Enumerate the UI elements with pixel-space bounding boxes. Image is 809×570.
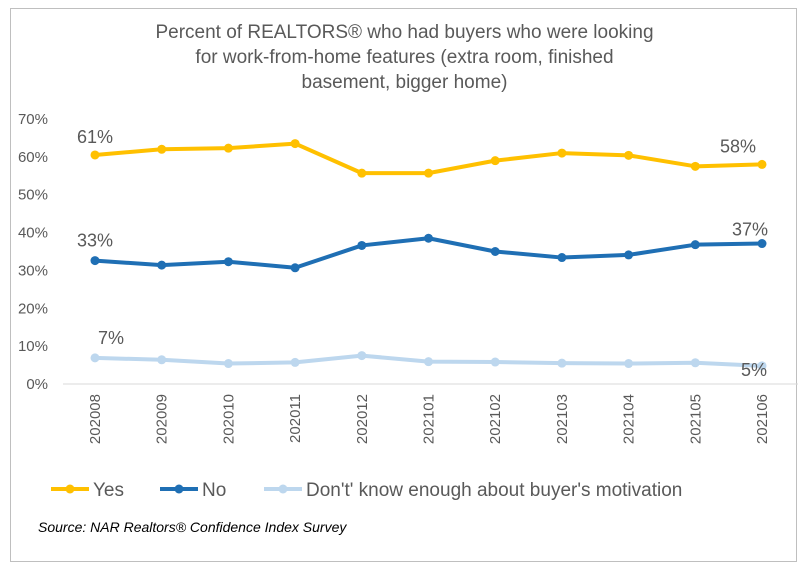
- data-point-unknown: [624, 359, 634, 369]
- data-point-unknown: [90, 353, 100, 363]
- data-point-yes: [223, 143, 233, 153]
- y-tick-label: 60%: [18, 149, 48, 166]
- legend-marker-no: [174, 484, 184, 494]
- data-point-no: [690, 240, 700, 250]
- data-point-yes: [357, 168, 367, 178]
- legend-marker-yes: [65, 484, 75, 494]
- x-tick-label: 202009: [154, 394, 171, 444]
- x-tick-label: 202008: [87, 394, 104, 444]
- data-point-no: [357, 240, 367, 250]
- x-tick-label: 202012: [354, 394, 371, 444]
- data-point-no: [223, 257, 233, 267]
- chart-title: Percent of REALTORS® who had buyers who …: [0, 20, 809, 95]
- data-point-unknown: [357, 351, 367, 361]
- data-point-no: [90, 256, 100, 266]
- data-label-yes: 61%: [77, 127, 113, 147]
- legend-label-yes: Yes: [93, 480, 124, 501]
- source-note: Source: NAR Realtors® Confidence Index S…: [38, 519, 347, 535]
- x-tick-label: 202010: [220, 394, 237, 444]
- x-tick-label: 202106: [754, 394, 771, 444]
- data-label-unknown: 5%: [741, 360, 767, 380]
- data-point-unknown: [157, 355, 167, 365]
- data-point-yes: [624, 150, 634, 160]
- data-point-yes: [490, 156, 500, 166]
- chart-frame: [10, 8, 797, 562]
- data-point-yes: [757, 159, 767, 169]
- x-tick-label: 202011: [287, 394, 304, 443]
- data-point-no: [624, 250, 634, 260]
- x-tick-label: 202101: [421, 394, 438, 444]
- data-label-no: 33%: [77, 231, 113, 251]
- legend-label-unknown: Don't' know enough about buyer's motivat…: [306, 480, 682, 501]
- x-tick-label: 202104: [621, 394, 638, 444]
- y-tick-label: 70%: [18, 111, 48, 128]
- data-point-yes: [90, 150, 100, 160]
- data-point-yes: [690, 161, 700, 171]
- y-tick-label: 20%: [18, 300, 48, 317]
- y-tick-label: 10%: [18, 338, 48, 355]
- data-point-no: [557, 253, 567, 263]
- data-label-unknown: 7%: [98, 328, 124, 348]
- data-point-no: [424, 233, 433, 243]
- data-label-no: 37%: [732, 220, 768, 240]
- data-point-no: [157, 260, 167, 270]
- data-point-no: [490, 247, 500, 256]
- data-point-unknown: [490, 357, 500, 367]
- y-tick-label: 30%: [18, 262, 48, 279]
- chart-title-line-2: for work-from-home features (extra room,…: [195, 47, 614, 68]
- y-tick-label: 50%: [18, 187, 48, 204]
- y-tick-label: 0%: [26, 376, 48, 393]
- data-label-yes: 58%: [720, 136, 756, 156]
- chart-title-line-3: basement, bigger home): [301, 72, 508, 93]
- data-point-unknown: [757, 361, 767, 371]
- y-tick-label: 40%: [18, 225, 48, 242]
- data-point-unknown: [557, 358, 567, 368]
- data-point-yes: [424, 168, 433, 178]
- x-tick-label: 202103: [554, 394, 571, 444]
- data-point-unknown: [223, 359, 233, 369]
- data-point-unknown: [424, 357, 433, 367]
- legend-marker-unknown: [278, 484, 288, 494]
- x-tick-label: 202105: [687, 394, 704, 444]
- data-point-unknown: [290, 357, 300, 367]
- data-point-yes: [290, 139, 300, 149]
- data-point-unknown: [690, 358, 700, 368]
- data-point-no: [757, 239, 767, 249]
- chart-title-line-1: Percent of REALTORS® who had buyers who …: [155, 22, 654, 43]
- data-point-no: [290, 263, 300, 273]
- x-tick-label: 202102: [487, 394, 504, 444]
- data-point-yes: [557, 148, 567, 158]
- data-point-yes: [157, 144, 167, 154]
- legend-label-no: No: [202, 480, 226, 501]
